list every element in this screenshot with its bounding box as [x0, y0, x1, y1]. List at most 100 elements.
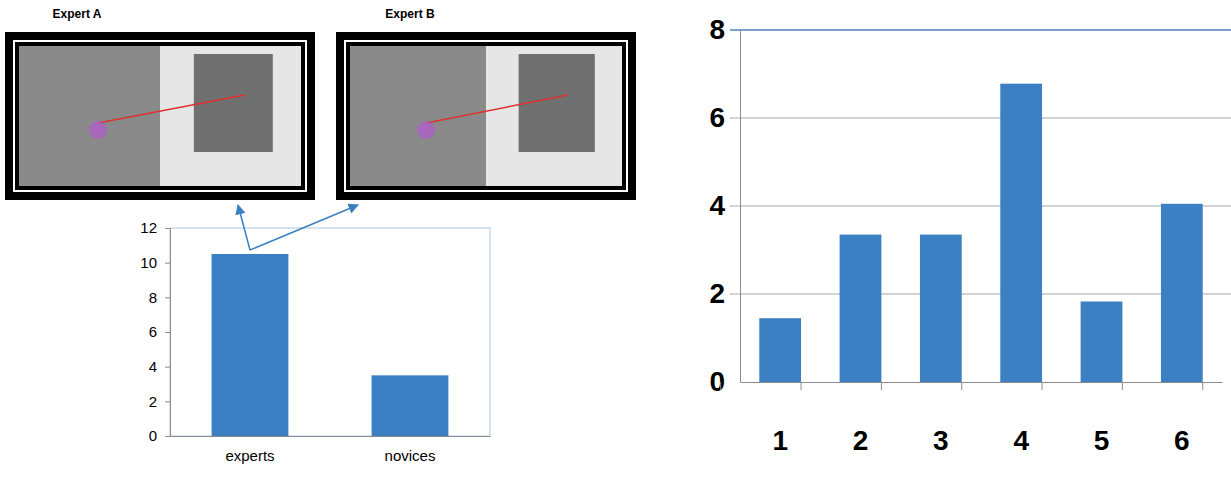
bar: [212, 254, 289, 436]
y-tick-mark: [165, 401, 170, 402]
bar: [840, 235, 882, 382]
image-right: [486, 46, 622, 186]
y-tick-label: 6: [709, 102, 725, 133]
x-tick-label: 5: [1094, 425, 1110, 456]
y-tick: 12: [140, 219, 170, 236]
y-tick-mark: [165, 263, 170, 264]
x-tick-label: 3: [933, 425, 949, 456]
y-tick: 8: [709, 14, 740, 45]
chart-root: 024681012expertsnovices02468123456Expert…: [0, 0, 1231, 487]
y-tick-mark: [165, 297, 170, 298]
y-tick-label: 4: [149, 358, 157, 375]
x-tick-label: novices: [385, 447, 436, 464]
grid-line: [730, 29, 1231, 31]
bar: [759, 318, 801, 382]
panel-inner-border: [345, 41, 627, 191]
y-tick: 8: [149, 289, 170, 306]
bar-chart: 0 2 4 6 8 1 2 3 4 5 6: [709, 14, 1231, 455]
pointer-arrow: [250, 205, 358, 250]
pointer-arrow: [238, 205, 250, 250]
category-divider: [881, 382, 882, 390]
x-tick: 4: [1013, 382, 1029, 456]
fixation-cluster: [417, 121, 435, 139]
x-axis: 1 2 3 4 5 6: [741, 382, 1223, 456]
y-tick-label: 4: [709, 190, 725, 221]
y-tick-label: 12: [140, 219, 157, 236]
category-divider: [961, 382, 962, 390]
bar-chart: 0 2 4 6 8 10 12 experts novices: [140, 219, 490, 463]
image-left: [350, 46, 486, 186]
panel-title: Expert A: [53, 7, 102, 21]
grid-line: [730, 206, 1231, 207]
category-divider: [801, 382, 802, 390]
gaze-line: [98, 95, 245, 123]
bar: [1161, 204, 1203, 382]
y-tick-mark: [165, 332, 170, 333]
x-axis-line: [171, 436, 491, 437]
bars: [212, 254, 449, 436]
y-tick: 4: [709, 190, 740, 221]
x-tick: 5: [1094, 382, 1110, 456]
y-tick: 2: [149, 393, 170, 410]
y-tick-label: 0: [149, 427, 157, 444]
y-axis-line: [740, 31, 741, 383]
x-tick-label: 6: [1174, 425, 1190, 456]
bars: [759, 84, 1202, 382]
y-tick-label: 8: [149, 289, 157, 306]
image-right: [160, 46, 301, 186]
y-tick-mark: [165, 367, 170, 368]
figure: 024681012expertsnovices02468123456Expert…: [0, 0, 1231, 487]
panel-title: Expert B: [385, 7, 435, 21]
y-tick: 6: [709, 102, 740, 133]
x-tick: novices: [385, 436, 436, 464]
y-tick: 6: [149, 323, 170, 340]
y-tick-mark: [165, 228, 170, 229]
x-tick: experts: [225, 436, 274, 464]
y-tick-label: 8: [709, 14, 725, 45]
y-tick-label: 6: [149, 323, 157, 340]
category-divider: [1042, 382, 1043, 390]
panel-frame: [336, 32, 636, 200]
y-tick-label: 10: [140, 254, 157, 271]
x-tick: 3: [933, 382, 949, 456]
x-axis: experts novices: [171, 436, 491, 464]
image-panel: [5, 32, 315, 200]
bar: [920, 235, 962, 382]
panel-inner-border: [14, 41, 306, 191]
x-tick-label: 4: [1013, 425, 1029, 456]
y-tick: 0: [149, 427, 170, 444]
bar: [372, 375, 449, 436]
x-tick: 2: [853, 382, 869, 456]
fixation-cluster: [89, 121, 107, 139]
category-divider: [720, 382, 721, 390]
x-tick: 6: [1174, 382, 1190, 456]
grid-line: [730, 294, 1231, 295]
y-axis-line: [165, 229, 171, 437]
y-tick-label: 2: [149, 393, 157, 410]
x-tick: 1: [772, 382, 788, 456]
x-tick-label: 1: [772, 425, 788, 456]
y-tick-mark: [165, 436, 170, 437]
category-divider: [1202, 382, 1203, 390]
x-tick-label: 2: [853, 425, 869, 456]
image-left: [19, 46, 160, 186]
grid: [730, 30, 1231, 294]
y-axis: 0 2 4 6 8: [709, 14, 740, 397]
bar: [1081, 301, 1123, 382]
category-divider: [1122, 382, 1123, 390]
y-tick: 10: [140, 254, 170, 271]
grid-line: [730, 118, 1231, 119]
bar: [1000, 84, 1042, 382]
y-tick-label: 0: [709, 366, 725, 397]
panel-frame: [5, 32, 315, 200]
y-axis: 0 2 4 6 8 10 12: [140, 219, 170, 444]
x-axis-line: [741, 382, 1223, 383]
y-tick: 0: [709, 366, 740, 397]
image-panel: [336, 32, 636, 200]
y-tick: 4: [149, 358, 170, 375]
plot-frame: [170, 228, 490, 436]
y-tick-label: 2: [709, 278, 725, 309]
gaze-line: [426, 95, 567, 123]
x-tick-label: experts: [225, 447, 274, 464]
y-tick: 2: [709, 278, 740, 309]
